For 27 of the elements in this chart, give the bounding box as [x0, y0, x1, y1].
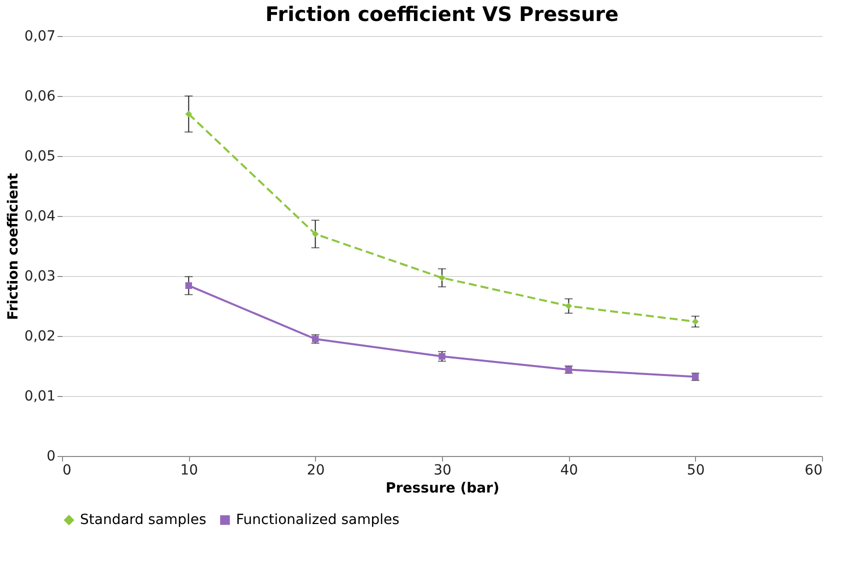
legend-label: Functionalized samples — [236, 512, 400, 528]
y-tick-label: 0 — [46, 448, 56, 464]
x-tick-label: 0 — [62, 462, 72, 478]
y-tick-label: 0,02 — [24, 328, 56, 344]
y-tick-label: 0,01 — [24, 388, 56, 404]
x-axis-title: Pressure (bar) — [386, 480, 500, 496]
y-tick-label: 0,06 — [24, 88, 56, 104]
y-tick-label: 0,07 — [24, 28, 56, 44]
x-tick-label: 60 — [804, 462, 822, 478]
x-tick-label: 20 — [306, 462, 325, 478]
chart-title: Friction coefficient VS Pressure — [265, 2, 619, 26]
point — [185, 110, 192, 118]
x-tick-label: 10 — [180, 462, 198, 478]
y-tick-label: 0,05 — [24, 148, 56, 164]
x-tick-label: 30 — [434, 462, 452, 478]
y-tick-label: 0,04 — [24, 208, 56, 224]
point — [438, 274, 446, 282]
point — [185, 282, 192, 289]
x-tick-label: 40 — [560, 462, 578, 478]
y-axis-title: Friction coefficient — [5, 172, 22, 320]
point — [565, 302, 572, 310]
y-tick-label: 0,03 — [24, 268, 56, 284]
legend-label: Standard samples — [80, 512, 206, 528]
point — [692, 318, 699, 325]
point — [312, 230, 319, 238]
x-tick-label: 50 — [686, 462, 705, 478]
point — [438, 353, 446, 360]
